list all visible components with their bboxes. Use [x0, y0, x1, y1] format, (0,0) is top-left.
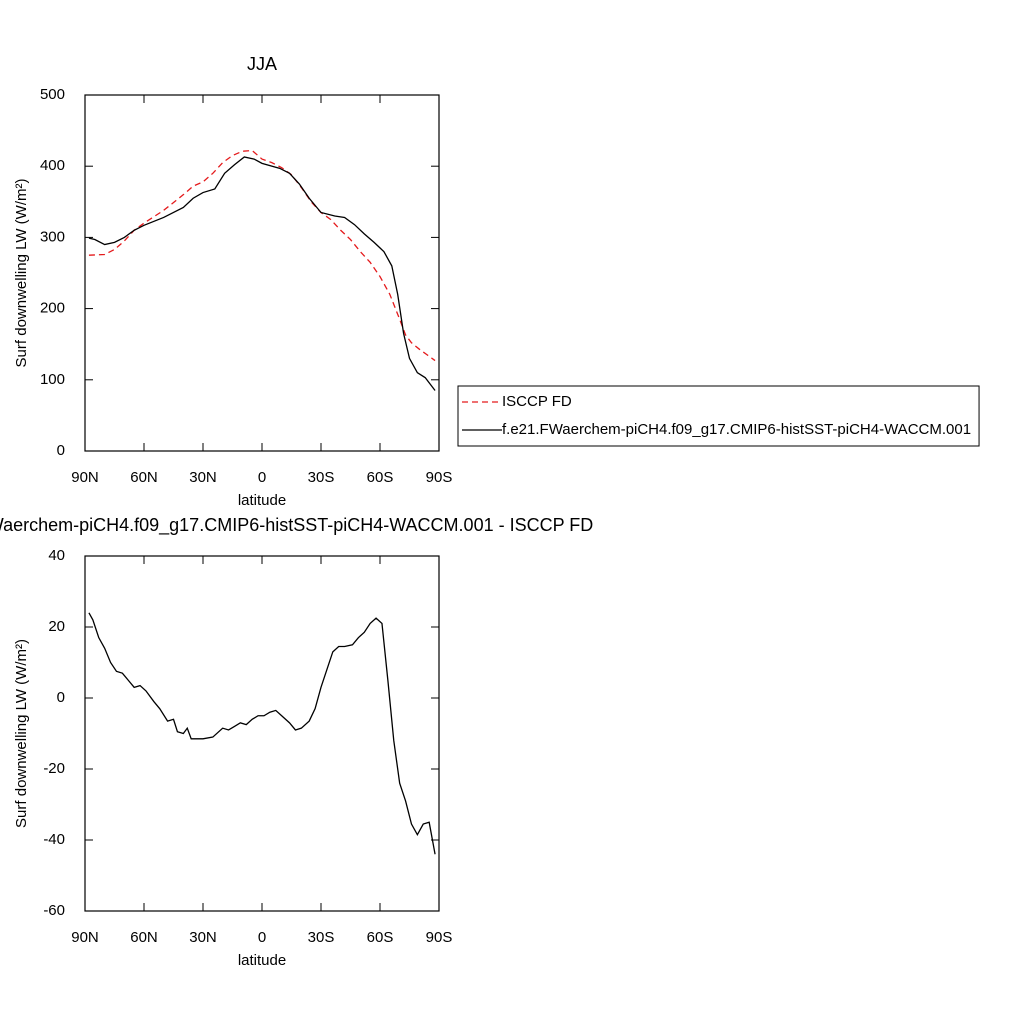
legend-label: f.e21.FWaerchem-piCH4.f09_g17.CMIP6-hist…: [502, 421, 971, 438]
y-tick-label: 20: [48, 618, 65, 635]
y-tick-label: -60: [43, 902, 65, 919]
series-line: [88, 612, 436, 855]
y-tick-label: 0: [57, 442, 65, 459]
x-tick-label: 60S: [367, 469, 394, 486]
chart-title: JJA: [247, 54, 277, 74]
series-line: [88, 156, 436, 391]
plot-frame: [84, 555, 440, 912]
y-tick-label: 0: [57, 689, 65, 706]
x-tick-label: 30N: [189, 929, 217, 946]
x-tick-label: 30S: [308, 469, 335, 486]
x-axis-label: latitude: [238, 492, 286, 509]
x-tick-label: 60N: [130, 929, 158, 946]
plot-frame: [84, 94, 440, 452]
series-line: [88, 149, 436, 362]
x-tick-label: 60S: [367, 929, 394, 946]
x-tick-label: 0: [258, 469, 266, 486]
y-tick-label: 40: [48, 547, 65, 564]
y-tick-label: 100: [40, 371, 65, 388]
y-tick-label: 400: [40, 157, 65, 174]
x-tick-label: 90N: [71, 929, 99, 946]
x-tick-label: 30N: [189, 469, 217, 486]
x-tick-label: 90S: [426, 469, 453, 486]
legend: ISCCP FD f.e21.FWaerchem-piCH4.f09_g17.CM…: [457, 385, 980, 447]
y-axis-label: Surf downwelling LW (W/m²): [13, 179, 30, 368]
y-tick-label: -20: [43, 760, 65, 777]
x-tick-label: 60N: [130, 469, 158, 486]
x-tick-label: 90S: [426, 929, 453, 946]
legend-box: [457, 385, 980, 447]
x-tick-label: 0: [258, 929, 266, 946]
legend-label: ISCCP FD: [502, 393, 572, 410]
y-tick-label: 300: [40, 228, 65, 245]
y-axis-label: Surf downwelling LW (W/m²): [13, 639, 30, 828]
y-tick-label: -40: [43, 831, 65, 848]
chart-title: f.e21.FWaerchem-piCH4.f09_g17.CMIP6-hist…: [0, 515, 593, 536]
x-tick-label: 90N: [71, 469, 99, 486]
y-tick-label: 500: [40, 86, 65, 103]
x-axis-label: latitude: [238, 952, 286, 969]
y-tick-label: 200: [40, 300, 65, 317]
x-tick-label: 30S: [308, 929, 335, 946]
